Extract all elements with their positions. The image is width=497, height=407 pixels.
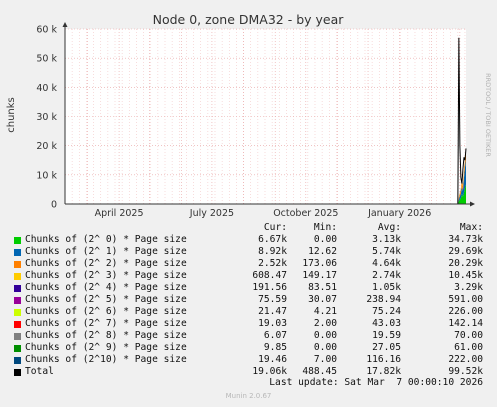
y-tick-label: 60 k xyxy=(36,25,57,36)
y-axis-arrow xyxy=(62,22,68,27)
x-tick-label: April 2025 xyxy=(95,208,144,219)
series-area xyxy=(457,148,466,204)
y-tick-label: 40 k xyxy=(36,83,57,94)
y-tick-label: 10 k xyxy=(36,170,57,181)
plot-area: 0 10 k 20 k 30 k 40 k 50 k 60 k April 2025 July … xyxy=(36,22,475,219)
x-tick-label: January 2026 xyxy=(367,208,431,219)
series-area xyxy=(457,184,466,204)
y-tick-label: 0 xyxy=(51,200,57,211)
x-axis-arrow xyxy=(470,201,475,207)
series-area xyxy=(457,158,466,204)
x-tick-label: October 2025 xyxy=(273,208,338,219)
y-tick-label: 20 k xyxy=(36,141,57,152)
rrdtool-watermark: RRDTOOL / TOBI OETIKER xyxy=(484,73,492,157)
total-line xyxy=(457,37,467,205)
y-axis-label: chunks xyxy=(6,97,17,133)
y-tick-label: 50 k xyxy=(36,54,57,65)
x-tick-label: July 2025 xyxy=(189,208,234,219)
y-tick-label: 30 k xyxy=(36,112,57,123)
chart-title: Node 0, zone DMA32 - by year xyxy=(153,12,345,27)
munin-version: Munin 2.0.67 xyxy=(225,392,272,400)
